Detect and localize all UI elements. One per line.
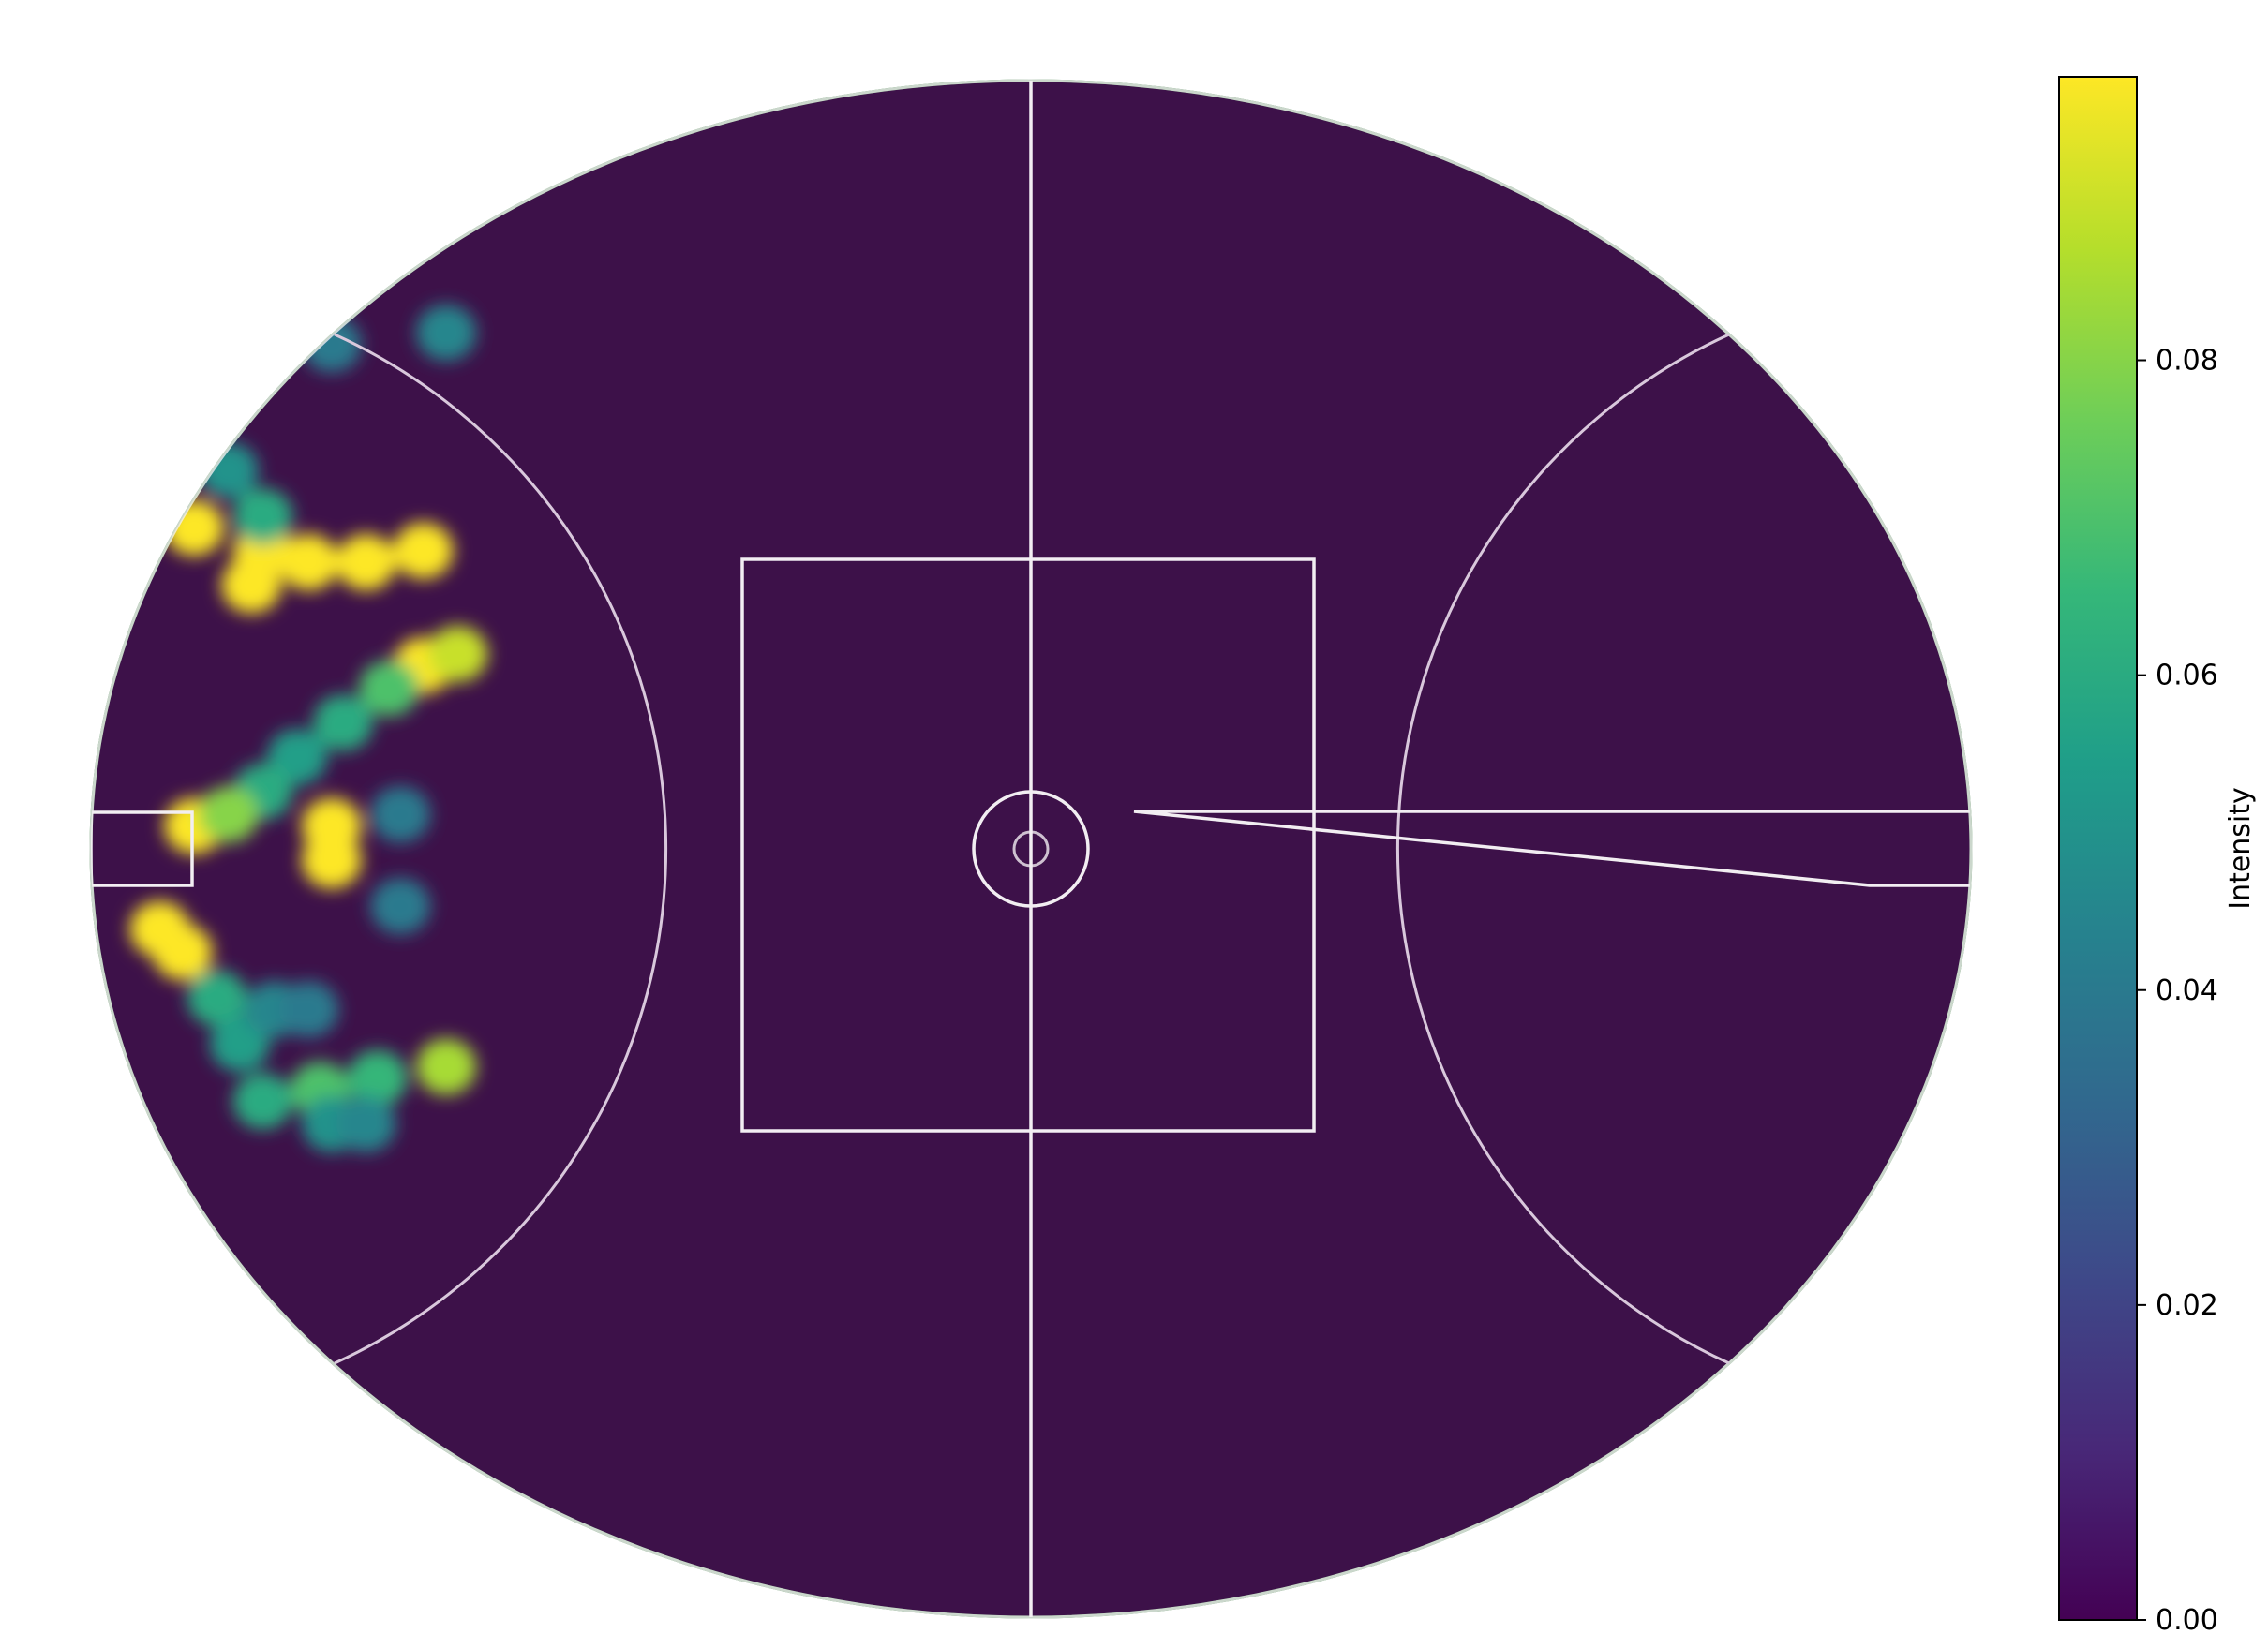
colorbar-gradient (2058, 76, 2138, 1621)
colorbar: 0.00 0.02 0.04 0.06 0.08 Intensity (2058, 76, 2257, 1637)
center-spot (1012, 830, 1050, 868)
heatmap-hotspot (416, 305, 477, 362)
colorbar-ticks: 0.00 0.02 0.04 0.06 0.08 (2137, 345, 2218, 1637)
heatmap-hotspot (232, 1073, 293, 1130)
heatmap-hotspot (370, 786, 431, 843)
heatmap-hotspot (393, 522, 454, 579)
field (89, 79, 1973, 1619)
heatmap-density-layer (129, 305, 488, 1152)
left-goal-square (91, 810, 194, 887)
colorbar-tick-label: 0.06 (2156, 660, 2218, 692)
heatmap-hotspot (198, 786, 259, 843)
field-markings (91, 81, 1971, 1617)
heatmap-hotspot (232, 488, 293, 545)
heatmap-hotspot (301, 832, 362, 889)
heatmap-hotspot (221, 557, 282, 614)
colorbar-tick-label: 0.08 (2156, 345, 2218, 378)
right-goal-square (1133, 810, 1971, 887)
colorbar-tick-label: 0.02 (2156, 1289, 2218, 1322)
heatmap-hotspot (359, 660, 420, 717)
heatmap-hotspot (187, 970, 247, 1027)
colorbar-tick-label: 0.04 (2156, 974, 2218, 1007)
center-circle (972, 790, 1090, 908)
right-fifty-arc (1395, 333, 1730, 1365)
heatmap-hotspot (347, 1049, 408, 1107)
heatmap-hotspot (336, 1095, 396, 1152)
left-fifty-arc (334, 333, 668, 1365)
heatmap-hotspot (370, 878, 431, 935)
colorbar-tick-label: 0.00 (2156, 1604, 2218, 1637)
heatmap-hotspot (278, 534, 339, 591)
heatmap-hotspot (416, 1038, 477, 1095)
heatmap-hotspot (198, 442, 259, 499)
heatmap-hotspot (152, 924, 213, 981)
heatmap-hotspot (278, 981, 339, 1038)
heatmap-hotspot (313, 694, 374, 751)
heatmap-hotspot (164, 499, 225, 557)
heatmap-hotspot (336, 534, 396, 591)
heatmap-hotspot (427, 625, 488, 682)
colorbar-label: Intensity (2224, 787, 2257, 910)
center-square (740, 557, 1316, 1133)
